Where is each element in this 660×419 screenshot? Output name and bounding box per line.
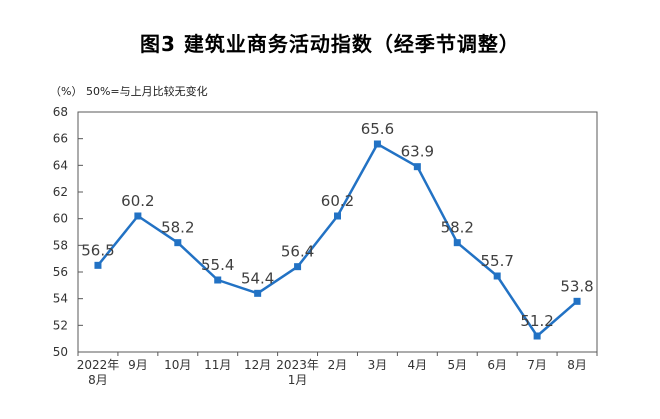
data-point-label: 55.7 bbox=[480, 252, 513, 270]
chart-title: 图3 建筑业商务活动指数（经季节调整） bbox=[140, 32, 520, 56]
y-tick-label: 68 bbox=[53, 105, 68, 119]
data-point-marker bbox=[174, 239, 182, 247]
data-point-label: 63.9 bbox=[401, 143, 434, 161]
x-tick-label: 7月 bbox=[527, 358, 547, 372]
data-point-label: 55.4 bbox=[201, 256, 234, 274]
x-tick-label: 4月 bbox=[408, 358, 428, 372]
y-tick-label: 66 bbox=[53, 132, 68, 146]
data-point-label: 54.4 bbox=[241, 269, 274, 287]
x-tick-label: 1月 bbox=[288, 373, 308, 387]
data-point-label: 56.5 bbox=[81, 241, 114, 259]
x-tick-label: 9月 bbox=[128, 358, 148, 372]
y-tick-label: 52 bbox=[53, 318, 68, 332]
data-point-label: 58.2 bbox=[161, 219, 194, 237]
x-tick-label: 8月 bbox=[567, 358, 587, 372]
y-tick-label: 64 bbox=[53, 158, 68, 172]
x-tick-label: 6月 bbox=[487, 358, 507, 372]
data-point-marker bbox=[94, 261, 102, 269]
y-tick-label: 62 bbox=[53, 185, 68, 199]
data-point-marker bbox=[573, 297, 581, 305]
x-tick-label: 3月 bbox=[368, 358, 388, 372]
data-point-marker bbox=[254, 289, 262, 297]
plot-border bbox=[77, 111, 598, 353]
data-point-marker bbox=[453, 239, 461, 247]
y-tick-label: 60 bbox=[53, 212, 68, 226]
y-tick-label: 50 bbox=[53, 345, 68, 359]
data-point-label: 60.2 bbox=[121, 192, 154, 210]
x-tick-label: 2023年 bbox=[276, 358, 319, 372]
x-tick-label: 2022年 bbox=[77, 358, 120, 372]
data-point-label: 51.2 bbox=[520, 312, 553, 330]
chart-subtitle: （%） 50%=与上月比较无变化 bbox=[50, 85, 208, 98]
data-point-marker bbox=[533, 332, 541, 340]
y-tick-label: 56 bbox=[53, 265, 68, 279]
data-point-marker bbox=[373, 140, 381, 148]
chart-line bbox=[96, 142, 579, 338]
data-point-marker bbox=[413, 163, 421, 171]
data-point-label: 60.2 bbox=[321, 192, 354, 210]
data-point-marker bbox=[493, 272, 501, 280]
data-point-marker bbox=[214, 276, 222, 284]
data-point-label: 53.8 bbox=[560, 277, 593, 295]
data-point-marker bbox=[294, 263, 302, 271]
x-tick-label: 2月 bbox=[328, 358, 348, 372]
x-tick-label: 10月 bbox=[164, 358, 191, 372]
y-tick-label: 58 bbox=[53, 238, 68, 252]
data-point-label: 58.2 bbox=[441, 219, 474, 237]
x-tick-label: 5月 bbox=[447, 358, 467, 372]
data-point-marker bbox=[334, 212, 341, 220]
x-tick-label: 12月 bbox=[244, 358, 271, 372]
x-tick-label: 8月 bbox=[88, 373, 108, 387]
y-tick-label: 54 bbox=[53, 292, 68, 306]
x-tick-label: 11月 bbox=[204, 358, 231, 372]
data-point-marker bbox=[134, 212, 142, 220]
data-point-label: 56.4 bbox=[281, 243, 314, 261]
data-point-label: 65.6 bbox=[361, 120, 394, 138]
